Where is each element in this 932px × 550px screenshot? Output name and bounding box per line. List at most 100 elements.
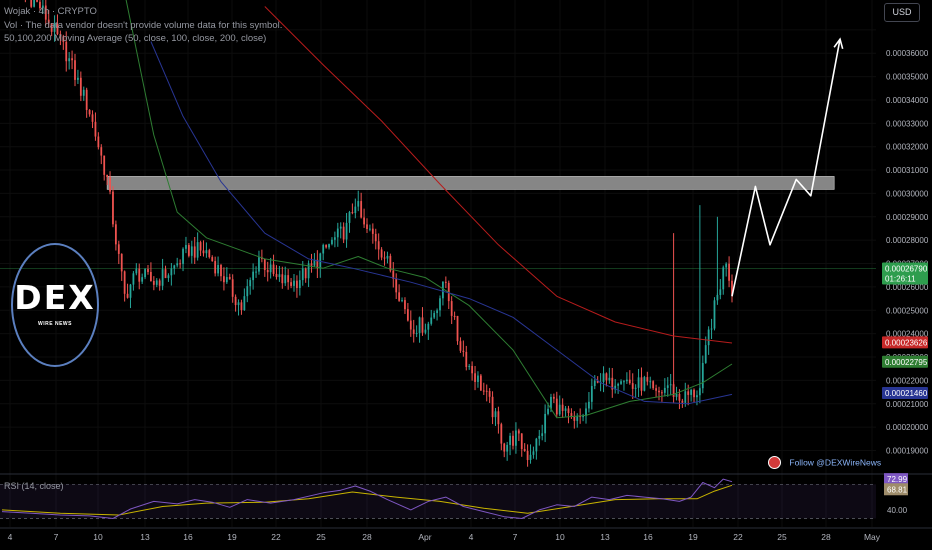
- candle[interactable]: [558, 395, 561, 417]
- candle[interactable]: [65, 31, 68, 72]
- candle[interactable]: [620, 379, 622, 385]
- candle[interactable]: [123, 270, 126, 302]
- candle[interactable]: [62, 34, 65, 50]
- candle[interactable]: [152, 276, 155, 291]
- candle[interactable]: [722, 265, 725, 295]
- candle[interactable]: [538, 429, 541, 446]
- candle[interactable]: [39, 0, 41, 11]
- candle[interactable]: [465, 345, 468, 371]
- candle[interactable]: [220, 263, 222, 282]
- candle[interactable]: [231, 274, 234, 303]
- candle[interactable]: [529, 444, 532, 464]
- candle[interactable]: [564, 406, 567, 417]
- candle[interactable]: [628, 370, 631, 385]
- candle[interactable]: [468, 363, 471, 370]
- candle[interactable]: [623, 379, 625, 391]
- candle[interactable]: [412, 319, 415, 343]
- candle[interactable]: [526, 444, 529, 467]
- candle[interactable]: [287, 269, 290, 290]
- candle[interactable]: [494, 407, 497, 426]
- candle[interactable]: [544, 404, 547, 443]
- candle[interactable]: [605, 372, 608, 387]
- candle[interactable]: [471, 361, 474, 381]
- candle[interactable]: [50, 23, 53, 37]
- candle[interactable]: [701, 355, 704, 394]
- candle[interactable]: [649, 376, 652, 389]
- candle[interactable]: [453, 311, 456, 320]
- candle[interactable]: [126, 283, 129, 299]
- candle[interactable]: [392, 262, 395, 288]
- candle[interactable]: [479, 373, 482, 391]
- candle[interactable]: [488, 388, 491, 403]
- candle[interactable]: [532, 446, 535, 459]
- candle[interactable]: [357, 190, 360, 212]
- candle[interactable]: [719, 279, 722, 300]
- candle[interactable]: [436, 308, 438, 321]
- candle[interactable]: [731, 274, 733, 303]
- candle[interactable]: [255, 266, 257, 278]
- candle[interactable]: [360, 192, 363, 219]
- candle[interactable]: [36, 0, 38, 3]
- candle[interactable]: [109, 171, 111, 195]
- candle[interactable]: [246, 279, 249, 303]
- candle[interactable]: [666, 377, 669, 397]
- candle[interactable]: [249, 277, 252, 295]
- candle[interactable]: [190, 240, 193, 264]
- candle[interactable]: [655, 384, 657, 398]
- candle[interactable]: [386, 251, 389, 264]
- candle[interactable]: [53, 15, 56, 42]
- candle[interactable]: [217, 256, 219, 277]
- candle[interactable]: [211, 255, 214, 262]
- candle[interactable]: [234, 294, 237, 312]
- candle[interactable]: [684, 382, 687, 407]
- candle[interactable]: [421, 307, 424, 336]
- candle[interactable]: [658, 386, 660, 401]
- candle[interactable]: [290, 278, 292, 289]
- candle[interactable]: [409, 310, 412, 337]
- candle[interactable]: [88, 109, 91, 117]
- candle[interactable]: [439, 295, 441, 317]
- candle[interactable]: [33, 0, 36, 8]
- candle[interactable]: [404, 297, 406, 314]
- candle[interactable]: [552, 393, 555, 404]
- candle[interactable]: [44, 0, 47, 26]
- candle[interactable]: [398, 284, 401, 302]
- candle[interactable]: [710, 318, 713, 340]
- candle[interactable]: [199, 240, 202, 257]
- rsi-pane[interactable]: [0, 473, 932, 519]
- candle[interactable]: [663, 378, 666, 397]
- candle[interactable]: [380, 247, 383, 261]
- candle[interactable]: [208, 248, 211, 259]
- candle[interactable]: [515, 422, 517, 454]
- candle[interactable]: [576, 413, 579, 428]
- candle[interactable]: [141, 273, 144, 285]
- moving-average-legend[interactable]: 50,100,200 Moving Average (50, close, 10…: [4, 33, 267, 44]
- candle[interactable]: [363, 208, 365, 228]
- candle[interactable]: [193, 237, 196, 264]
- candle[interactable]: [555, 391, 558, 417]
- candle[interactable]: [30, 0, 33, 9]
- candle[interactable]: [114, 220, 117, 251]
- candle[interactable]: [185, 236, 187, 254]
- candle[interactable]: [298, 270, 301, 296]
- candle[interactable]: [401, 297, 403, 303]
- candle[interactable]: [296, 275, 298, 298]
- candle[interactable]: [690, 388, 693, 402]
- candle[interactable]: [348, 210, 351, 233]
- candle[interactable]: [602, 366, 605, 393]
- candle[interactable]: [293, 274, 295, 292]
- candle[interactable]: [585, 402, 587, 424]
- candle[interactable]: [103, 155, 106, 181]
- candle[interactable]: [77, 69, 79, 84]
- candle[interactable]: [150, 262, 152, 282]
- candle[interactable]: [415, 325, 418, 338]
- candle[interactable]: [336, 222, 339, 247]
- candle[interactable]: [129, 283, 132, 309]
- candle[interactable]: [328, 243, 330, 250]
- candle[interactable]: [237, 299, 240, 316]
- candle[interactable]: [339, 222, 342, 239]
- candle[interactable]: [97, 132, 100, 150]
- candle[interactable]: [331, 237, 333, 246]
- candle[interactable]: [427, 321, 430, 340]
